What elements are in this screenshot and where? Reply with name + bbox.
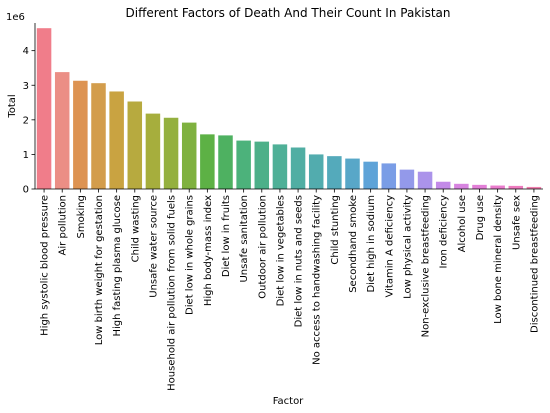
x-tick-label: Unsafe water source xyxy=(148,195,159,298)
x-tick-label: Child stunting xyxy=(330,195,341,265)
x-tick-label: Diet low in vegetables xyxy=(275,195,286,306)
x-tick-label: Drug use xyxy=(475,195,486,240)
x-tick-label: Outdoor air pollution xyxy=(257,195,268,299)
bar xyxy=(181,122,197,189)
bar xyxy=(236,140,251,189)
y-offset-label: 1e6 xyxy=(6,12,25,23)
x-tick-label: Non-exclusive breastfeeding xyxy=(421,195,432,337)
y-tick-label: 2 xyxy=(23,115,29,126)
bar xyxy=(327,156,342,189)
x-tick-label: Vitamin A deficiency xyxy=(384,195,395,298)
x-axis-label: Factor xyxy=(273,396,304,407)
bar xyxy=(254,141,270,189)
bar xyxy=(417,171,433,189)
bar xyxy=(54,72,70,189)
x-tick-label: Alcohol use xyxy=(457,195,468,252)
x-ticks-group: High systolic blood pressure Air pollutio… xyxy=(40,189,540,391)
bar xyxy=(399,169,415,189)
x-tick-label: Unsafe sanitation xyxy=(239,195,250,283)
bar xyxy=(163,117,179,189)
bars-group xyxy=(36,28,542,189)
x-tick-label: Diet low in nuts and seeds xyxy=(294,195,305,327)
x-tick-label: Household air pollution from solid fuels xyxy=(167,195,178,391)
bar xyxy=(36,28,52,189)
x-tick-label: Air pollution xyxy=(58,195,69,255)
bar xyxy=(200,134,215,189)
y-axis-label: Total xyxy=(7,94,18,118)
bar xyxy=(454,183,469,189)
x-tick-label: High body-mass index xyxy=(203,195,214,306)
bar xyxy=(526,186,542,189)
bar xyxy=(508,185,524,189)
bar xyxy=(109,91,124,189)
bar xyxy=(145,113,161,189)
bar xyxy=(381,163,397,189)
x-tick-label: High systolic blood pressure xyxy=(40,195,51,336)
bar xyxy=(345,158,360,189)
bar xyxy=(91,83,106,189)
x-tick-label: Diet low in whole grains xyxy=(185,195,196,315)
y-tick-label: 1 xyxy=(23,150,29,161)
y-tick-label: 3 xyxy=(23,81,29,92)
bar xyxy=(218,135,233,189)
x-tick-label: Discontinued breastfeeding xyxy=(529,195,540,333)
bar xyxy=(435,181,451,189)
y-tick-label: 4 xyxy=(23,46,29,57)
bar xyxy=(308,154,324,189)
x-tick-label: High fasting plasma glucose xyxy=(112,195,123,337)
x-tick-label: Unsafe sex xyxy=(511,195,522,250)
y-ticks-group: 0 1 2 3 4 xyxy=(23,46,35,196)
x-tick-label: Diet low in fruits xyxy=(221,195,232,277)
x-tick-label: Diet high in sodium xyxy=(366,195,377,293)
bar xyxy=(472,184,487,189)
bar xyxy=(490,185,505,189)
bar xyxy=(363,161,378,189)
y-tick-label: 0 xyxy=(23,185,29,196)
x-tick-label: Secondhand smoke xyxy=(348,195,359,293)
bar xyxy=(73,80,88,189)
chart-title: Different Factors of Death And Their Cou… xyxy=(126,6,451,20)
x-tick-label: Low bone mineral density xyxy=(493,195,504,324)
x-tick-label: No access to handwashing facility xyxy=(312,195,323,365)
x-tick-label: Child wasting xyxy=(130,195,141,262)
bar xyxy=(127,101,143,189)
x-tick-label: Iron deficiency xyxy=(439,195,450,269)
x-tick-label: Low physical activity xyxy=(402,195,413,299)
x-tick-label: Low birth weight for gestation xyxy=(94,195,105,345)
bar xyxy=(272,144,288,189)
x-tick-label: Smoking xyxy=(76,195,87,238)
bar xyxy=(290,147,306,189)
